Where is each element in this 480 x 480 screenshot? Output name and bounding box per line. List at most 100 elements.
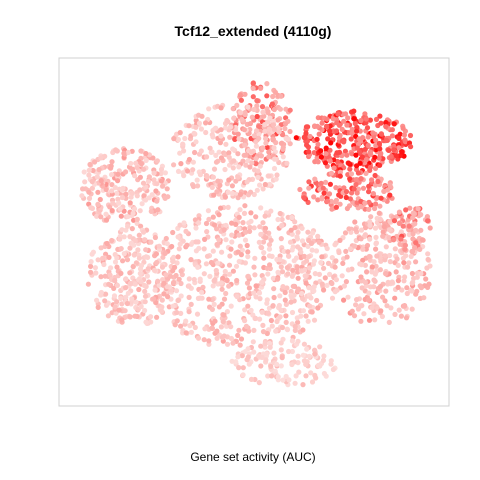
data-point — [231, 115, 237, 121]
data-point — [320, 357, 326, 363]
data-point — [261, 113, 267, 119]
data-point — [414, 274, 420, 280]
data-point — [136, 255, 142, 261]
data-point — [358, 118, 364, 124]
data-point — [171, 136, 177, 142]
data-point — [229, 183, 235, 189]
data-point — [112, 277, 118, 284]
data-point — [218, 280, 224, 286]
data-point — [86, 167, 92, 173]
data-point — [186, 123, 192, 129]
data-point — [80, 186, 86, 192]
data-point — [171, 254, 177, 260]
data-point — [162, 250, 168, 256]
data-point — [337, 201, 343, 207]
data-point — [224, 278, 230, 284]
data-point — [381, 224, 387, 230]
data-point — [271, 165, 278, 172]
data-point — [282, 289, 288, 296]
data-point — [377, 283, 384, 290]
data-point — [372, 271, 378, 277]
data-point — [306, 185, 312, 191]
data-point — [386, 227, 393, 233]
data-point — [155, 207, 161, 213]
data-point — [392, 295, 398, 301]
data-point — [254, 113, 260, 120]
data-point — [243, 229, 249, 235]
data-point — [304, 258, 310, 264]
data-point — [389, 127, 395, 133]
data-point — [286, 348, 292, 355]
data-point — [410, 231, 416, 237]
data-point — [106, 254, 112, 260]
data-point — [236, 327, 242, 333]
data-point — [119, 227, 125, 233]
data-point — [259, 245, 265, 251]
data-point — [351, 186, 357, 192]
data-point — [418, 285, 424, 291]
data-point — [285, 249, 291, 255]
data-point — [355, 170, 361, 176]
data-point — [275, 276, 281, 282]
data-point — [360, 246, 366, 252]
data-point — [314, 136, 320, 142]
data-point — [300, 382, 306, 388]
data-point — [216, 212, 222, 218]
data-point — [311, 194, 317, 200]
data-point — [180, 141, 186, 147]
data-point — [410, 210, 416, 216]
data-point — [188, 301, 194, 307]
data-point — [406, 223, 412, 229]
data-point — [214, 241, 220, 248]
data-point — [224, 309, 230, 315]
data-point — [324, 123, 330, 129]
data-point — [200, 284, 206, 290]
data-point — [85, 281, 91, 287]
data-point — [141, 229, 147, 235]
data-point — [345, 115, 351, 121]
data-point — [275, 216, 281, 223]
data-point — [409, 248, 415, 255]
data-point — [266, 126, 272, 132]
data-point — [402, 242, 408, 248]
data-point — [143, 157, 149, 163]
data-point — [129, 148, 135, 154]
data-point — [315, 362, 322, 368]
data-point — [278, 347, 284, 353]
data-point — [367, 117, 373, 123]
data-point — [170, 303, 176, 309]
data-point — [302, 135, 308, 141]
data-point — [106, 281, 112, 287]
data-point — [256, 124, 262, 130]
data-point — [327, 271, 333, 277]
data-point — [263, 140, 269, 146]
data-point — [138, 303, 144, 310]
data-point — [312, 351, 318, 357]
data-point — [204, 174, 210, 180]
data-point — [190, 159, 196, 165]
data-point — [143, 184, 149, 190]
data-point — [404, 290, 410, 297]
data-point — [373, 116, 380, 122]
data-point — [242, 349, 248, 355]
data-point — [258, 205, 264, 211]
data-point — [308, 240, 315, 246]
data-point — [192, 217, 198, 223]
data-point — [273, 176, 279, 182]
data-point — [270, 303, 276, 309]
data-point — [156, 243, 162, 249]
data-point — [98, 245, 104, 251]
data-point — [229, 239, 235, 245]
data-point — [127, 245, 133, 251]
data-point — [367, 219, 373, 225]
data-point — [88, 205, 94, 211]
data-point — [201, 246, 207, 252]
data-point — [204, 154, 210, 160]
data-point — [332, 242, 338, 248]
data-point — [295, 319, 301, 325]
data-point — [227, 134, 233, 140]
data-point — [305, 318, 311, 324]
data-point — [248, 376, 255, 382]
data-point — [271, 106, 277, 113]
data-point — [211, 192, 217, 198]
